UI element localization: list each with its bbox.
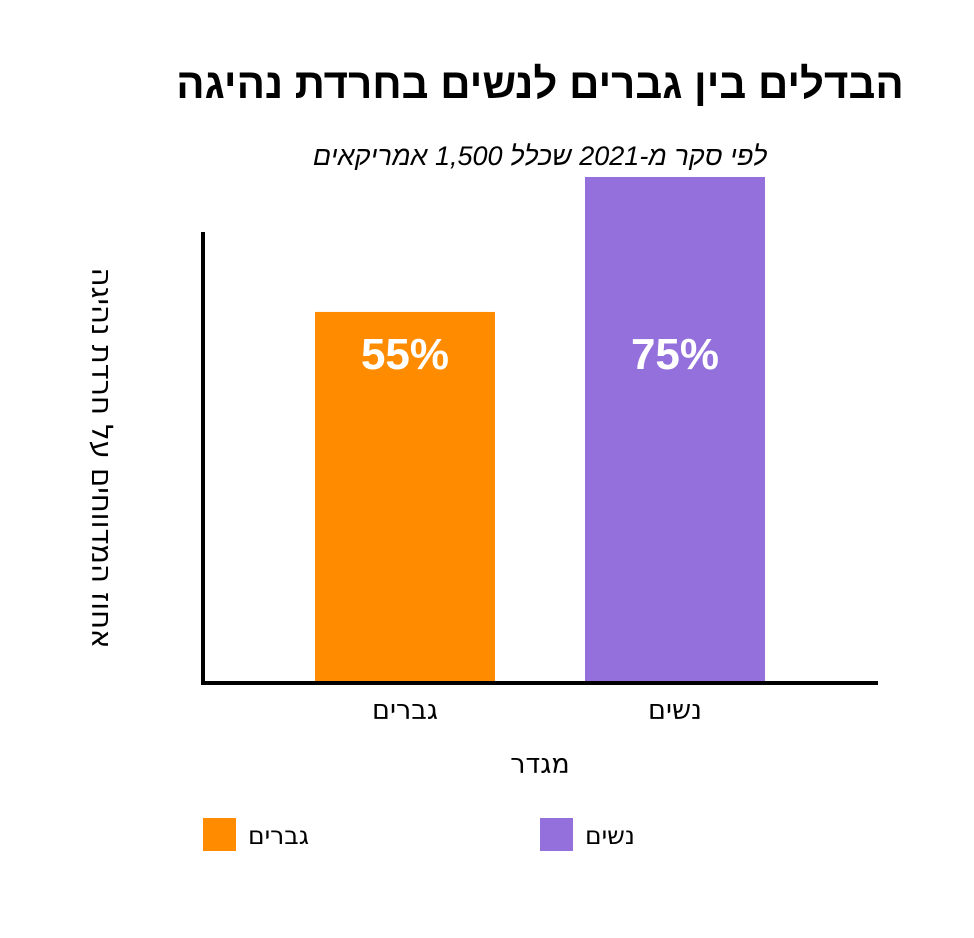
x-tick-labels: גברים נשים [372,695,702,726]
bar-2 [585,177,765,683]
legend-label-1: גברים [248,821,309,850]
data-label-1: 55% [361,330,449,379]
legend-swatch-2 [540,818,573,851]
legend-label-2: נשים [585,821,635,850]
y-axis-label: אחוז המדווחים על חרדת נהיגה [85,268,119,649]
x-axis-label: מגדר [510,749,569,780]
x-tick-label-1: גברים [372,695,438,726]
legend: גברים נשים [203,818,635,851]
chart-title: הבדלים בין גברים לנשים בחרדת נהיגה [176,60,904,107]
chart-subtitle: לפי סקר מ-2021 שכלל 1,500 אמריקאים [313,141,768,171]
x-tick-label-2: נשים [648,695,702,726]
legend-swatch-1 [203,818,236,851]
bars-group: 55% 75% [315,177,765,683]
bar-1 [315,311,495,683]
data-label-2: 75% [631,330,719,379]
